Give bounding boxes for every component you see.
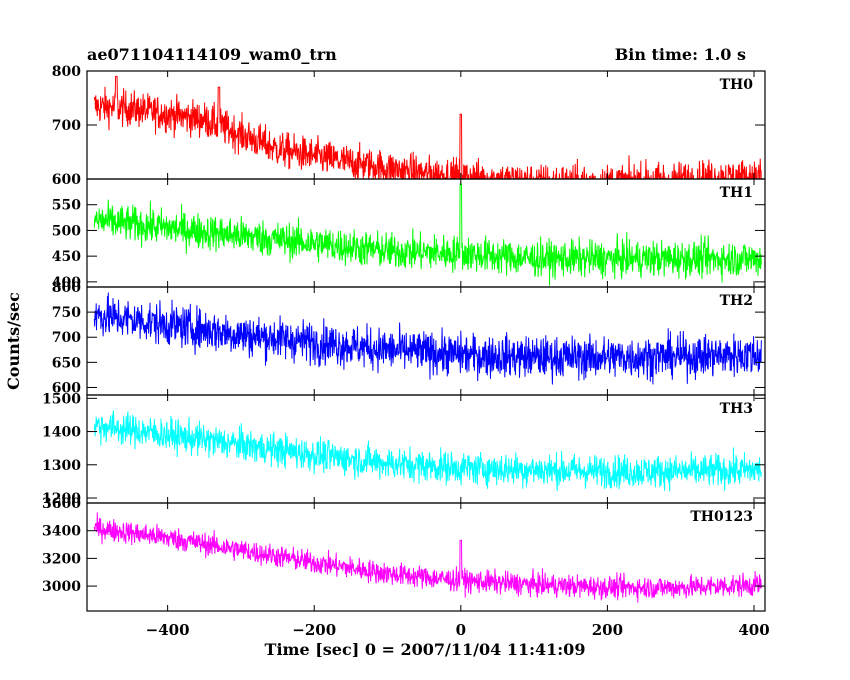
- y-tick-label: 3400: [42, 524, 81, 540]
- y-tick-label: 600: [52, 172, 81, 188]
- y-tick-label: 1300: [42, 458, 81, 474]
- y-axis-label: Counts/sec: [4, 292, 23, 390]
- panel-label: TH2: [720, 293, 753, 309]
- y-tick-label: 1500: [42, 391, 81, 407]
- series-line-th2: [93, 292, 762, 385]
- series-line-th3: [93, 410, 762, 492]
- y-tick-label: 550: [52, 198, 81, 214]
- series-line-th0: [93, 75, 762, 179]
- y-tick-label: 450: [52, 249, 81, 265]
- y-tick-label: 500: [52, 223, 81, 239]
- y-tick-label: 1200: [42, 491, 81, 507]
- bin-time-label: Bin time: 1.0 s: [615, 45, 746, 64]
- y-tick-label: 650: [52, 355, 81, 371]
- y-tick-label: 3200: [42, 551, 81, 567]
- panel-frame: [86, 394, 766, 504]
- panel-th2: 600 650 700 750 800 TH2: [52, 280, 766, 396]
- panel-th1: 400 450 500 550 TH1: [52, 178, 766, 291]
- panel-label: TH1: [720, 185, 753, 201]
- x-axis-label: Time [sec] 0 = 2007/11/04 11:41:09: [265, 640, 586, 659]
- panel-label: TH3: [720, 401, 753, 417]
- panels-group: 600 700 800 TH0 400 450 500 550 TH1 600 650 700 750 8…: [42, 64, 770, 639]
- y-tick-label: 400: [52, 275, 81, 291]
- panel-frame: [86, 70, 766, 180]
- panel-th3: 1200 1300 1400 1500 TH3: [42, 391, 766, 507]
- x-tick-label: −200: [292, 621, 336, 639]
- x-tick-label: 400: [738, 621, 769, 639]
- y-tick-label: 600: [52, 380, 81, 396]
- panel-label: TH0: [720, 77, 754, 93]
- panel-th0123: 3000 3200 3400 3600 TH0123: [42, 496, 766, 612]
- y-tick-label: 3600: [42, 496, 81, 512]
- x-tick-label: −400: [146, 621, 190, 639]
- y-tick-label: 3000: [42, 579, 81, 595]
- y-tick-label: 800: [52, 280, 81, 296]
- y-tick-label: 750: [52, 305, 81, 321]
- y-tick-label: 1400: [42, 425, 81, 441]
- panel-th0: 600 700 800 TH0: [52, 64, 766, 188]
- chart-title: ae071104114109_wam0_trn: [87, 45, 337, 64]
- y-tick-label: 700: [52, 330, 81, 346]
- x-tick-label: 200: [592, 621, 623, 639]
- y-tick-label: 800: [52, 64, 81, 80]
- x-tick-label: 0: [456, 621, 466, 639]
- panel-frame: [86, 502, 766, 612]
- series-line-th0123: [93, 512, 762, 603]
- panel-label: TH0123: [690, 509, 753, 525]
- series-line-th1: [93, 183, 762, 286]
- y-tick-label: 700: [52, 118, 81, 134]
